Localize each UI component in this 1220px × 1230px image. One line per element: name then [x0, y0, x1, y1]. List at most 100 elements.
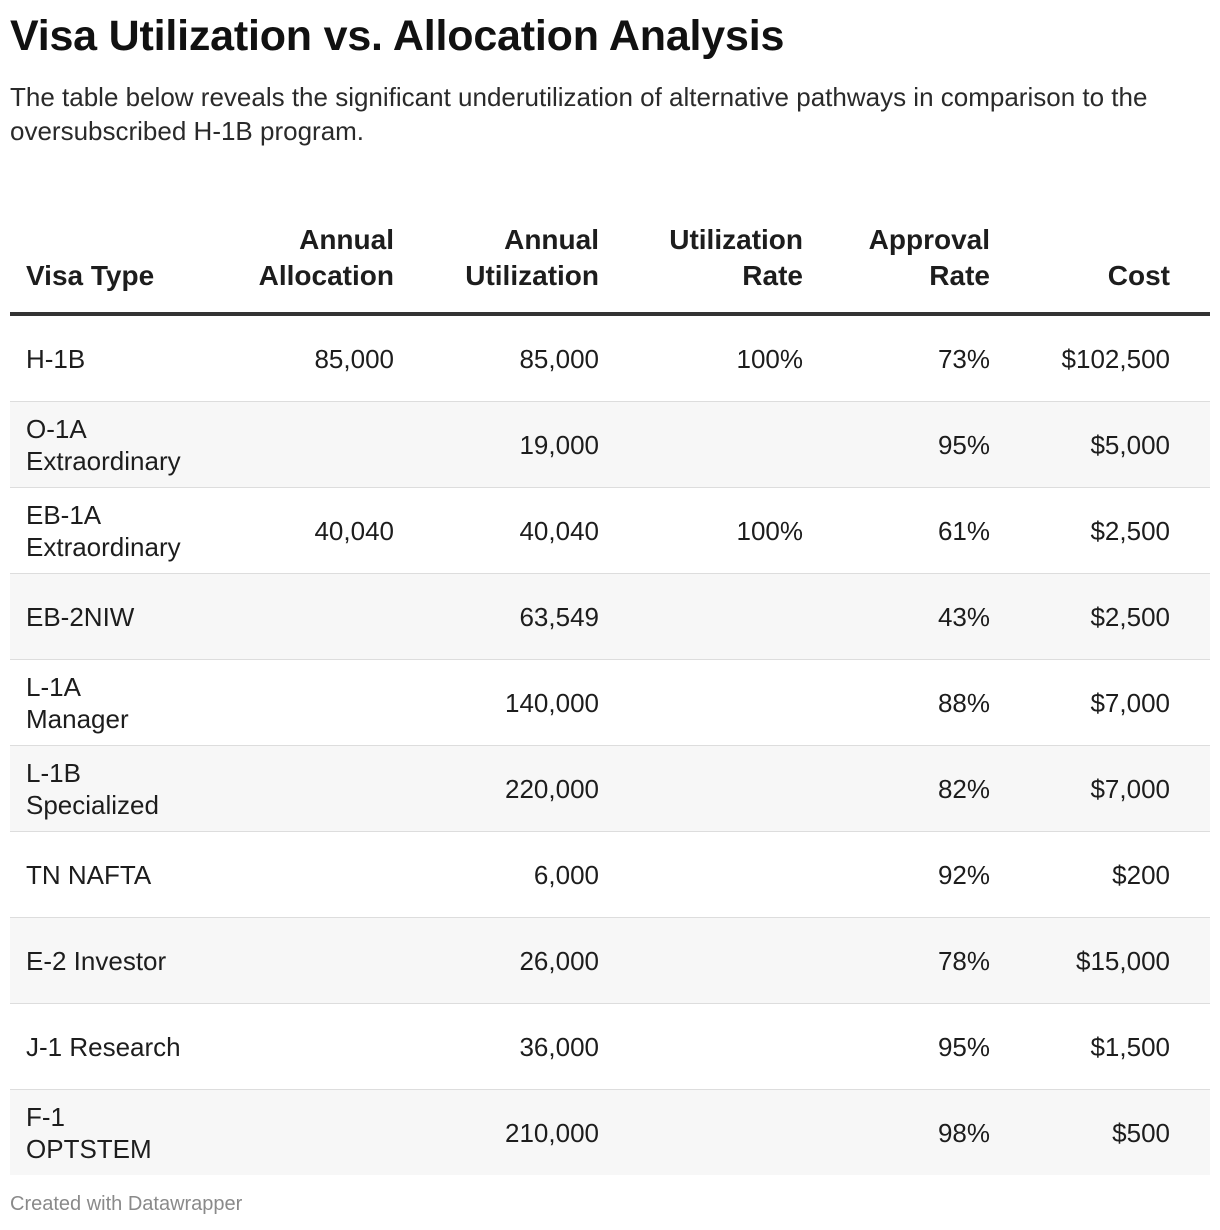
cell-cost: $5,000	[990, 401, 1210, 488]
visa-type-line: OPTSTEM	[26, 1133, 152, 1164]
table-row: TN NAFTA 6,000 92% $200	[10, 831, 1210, 918]
cell-annual-allocation	[230, 917, 394, 1004]
header-utilization-rate[interactable]: Utilization Rate	[599, 200, 803, 316]
header-line: Rate	[929, 260, 990, 291]
cell-utilization-rate	[599, 1003, 803, 1090]
header-line: Rate	[742, 260, 803, 291]
table-row: H-1B 85,000 85,000 100% 73% $102,500	[10, 314, 1210, 402]
visa-type-line: L-1B	[26, 757, 81, 788]
cell-utilization-rate	[599, 401, 803, 488]
table-row: EB-1A Extraordinary 40,040 40,040 100% 61% $2,…	[10, 487, 1210, 574]
cell-cost: $7,000	[990, 745, 1210, 832]
visa-table: Visa Type Annual Allocation Annual Utili…	[10, 200, 1210, 1175]
table-body: H-1B 85,000 85,000 100% 73% $102,500 O-1A Extra…	[10, 314, 1210, 1175]
cell-visa-type: L-1A Manager	[10, 659, 230, 746]
cell-approval-rate: 95%	[803, 401, 990, 488]
cell-cost: $500	[990, 1089, 1210, 1175]
table-row: F-1 OPTSTEM 210,000 98% $500	[10, 1089, 1210, 1175]
cell-annual-utilization: 210,000	[394, 1089, 599, 1175]
visa-type-line: EB-2NIW	[26, 601, 135, 632]
header-line: Annual	[504, 224, 599, 255]
cell-visa-type: EB-1A Extraordinary	[10, 487, 230, 574]
cell-approval-rate: 98%	[803, 1089, 990, 1175]
cell-visa-type: H-1B	[10, 314, 230, 402]
header-line: Utilization	[669, 224, 803, 255]
cell-visa-type: J-1 Research	[10, 1003, 230, 1090]
header-line: Cost	[1107, 260, 1170, 291]
cell-annual-allocation	[230, 573, 394, 660]
header-line: Visa Type	[26, 260, 155, 291]
cell-cost: $200	[990, 831, 1210, 918]
cell-cost: $2,500	[990, 573, 1210, 660]
cell-cost: $1,500	[990, 1003, 1210, 1090]
table-row: L-1B Specialized 220,000 82% $7,000	[10, 745, 1210, 832]
cell-approval-rate: 95%	[803, 1003, 990, 1090]
datawrapper-credit: Created with Datawrapper	[10, 1193, 243, 1215]
visa-type-line: H-1B	[26, 343, 86, 374]
header-annual-utilization[interactable]: Annual Utilization	[394, 200, 599, 316]
cell-utilization-rate	[599, 573, 803, 660]
cell-annual-utilization: 6,000	[394, 831, 599, 918]
cell-annual-utilization: 220,000	[394, 745, 599, 832]
cell-utilization-rate	[599, 917, 803, 1004]
header-cost[interactable]: Cost	[990, 200, 1210, 316]
cell-annual-allocation: 85,000	[230, 314, 394, 402]
cell-annual-utilization: 19,000	[394, 401, 599, 488]
cell-annual-allocation	[230, 1089, 394, 1175]
cell-visa-type: EB-2NIW	[10, 573, 230, 660]
table-row: J-1 Research 36,000 95% $1,500	[10, 1003, 1210, 1090]
header-visa-type[interactable]: Visa Type	[10, 200, 230, 316]
visa-type-line: Specialized	[26, 789, 159, 820]
cell-cost: $102,500	[990, 314, 1210, 402]
table-row: EB-2NIW 63,549 43% $2,500	[10, 573, 1210, 660]
table-row: L-1A Manager 140,000 88% $7,000	[10, 659, 1210, 746]
visa-type-line: E-2 Investor	[26, 945, 167, 976]
table-header-row: Visa Type Annual Allocation Annual Utili…	[10, 200, 1210, 316]
cell-visa-type: F-1 OPTSTEM	[10, 1089, 230, 1175]
header-annual-allocation[interactable]: Annual Allocation	[230, 200, 394, 316]
cell-approval-rate: 61%	[803, 487, 990, 574]
visa-type-line: Extraordinary	[26, 531, 181, 562]
cell-annual-allocation	[230, 1003, 394, 1090]
visa-type-line: F-1	[26, 1101, 65, 1132]
cell-annual-utilization: 140,000	[394, 659, 599, 746]
cell-utilization-rate	[599, 745, 803, 832]
chart-title: Visa Utilization vs. Allocation Analysis	[10, 12, 785, 60]
visa-type-line: EB-1A	[26, 499, 102, 530]
cell-approval-rate: 88%	[803, 659, 990, 746]
visa-type-line: O-1A	[26, 413, 87, 444]
cell-annual-allocation	[230, 831, 394, 918]
cell-annual-allocation	[230, 745, 394, 832]
header-line: Allocation	[258, 260, 394, 291]
cell-approval-rate: 82%	[803, 745, 990, 832]
cell-visa-type: O-1A Extraordinary	[10, 401, 230, 488]
header-line: Annual	[299, 224, 394, 255]
cell-cost: $7,000	[990, 659, 1210, 746]
cell-visa-type: TN NAFTA	[10, 831, 230, 918]
cell-cost: $2,500	[990, 487, 1210, 574]
cell-annual-utilization: 63,549	[394, 573, 599, 660]
cell-visa-type: E-2 Investor	[10, 917, 230, 1004]
header-line: Approval	[868, 224, 990, 255]
cell-utilization-rate	[599, 831, 803, 918]
table-row: O-1A Extraordinary 19,000 95% $5,000	[10, 401, 1210, 488]
cell-annual-allocation: 40,040	[230, 487, 394, 574]
cell-approval-rate: 73%	[803, 314, 990, 402]
visa-type-line: J-1 Research	[26, 1031, 181, 1062]
cell-annual-utilization: 36,000	[394, 1003, 599, 1090]
cell-annual-utilization: 85,000	[394, 314, 599, 402]
cell-annual-utilization: 26,000	[394, 917, 599, 1004]
table-row: E-2 Investor 26,000 78% $15,000	[10, 917, 1210, 1004]
visa-type-line: Extraordinary	[26, 445, 181, 476]
cell-approval-rate: 43%	[803, 573, 990, 660]
cell-utilization-rate: 100%	[599, 314, 803, 402]
cell-approval-rate: 78%	[803, 917, 990, 1004]
header-approval-rate[interactable]: Approval Rate	[803, 200, 990, 316]
visa-type-line: L-1A	[26, 671, 81, 702]
header-line: Utilization	[465, 260, 599, 291]
cell-annual-allocation	[230, 659, 394, 746]
cell-utilization-rate	[599, 659, 803, 746]
cell-visa-type: L-1B Specialized	[10, 745, 230, 832]
cell-cost: $15,000	[990, 917, 1210, 1004]
cell-annual-allocation	[230, 401, 394, 488]
